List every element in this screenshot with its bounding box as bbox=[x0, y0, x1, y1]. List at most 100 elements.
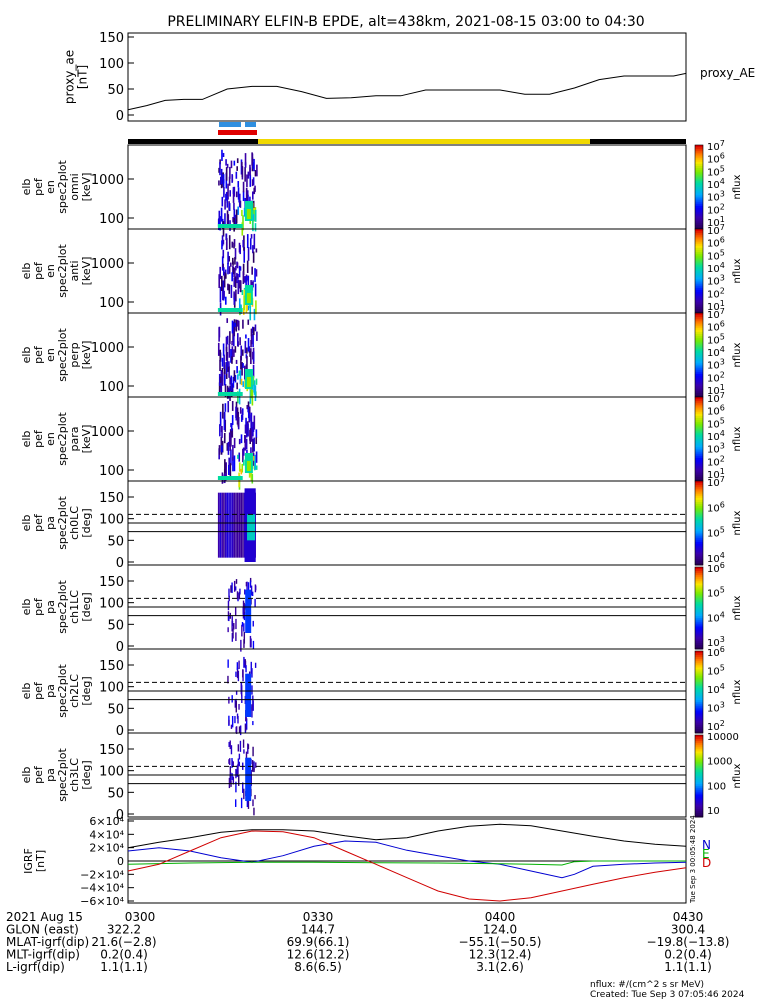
spec-pixel bbox=[224, 384, 227, 397]
pa-pixel bbox=[240, 639, 242, 652]
spec-tick-label: 1000 bbox=[91, 341, 124, 356]
pa-ylabel-line-3: spec2plot bbox=[56, 580, 69, 634]
colorbar-anti-seg bbox=[695, 258, 703, 261]
colorbar-perp-seg bbox=[695, 321, 703, 324]
pa-pixel bbox=[243, 749, 245, 754]
footer-cell: 124.0 bbox=[483, 923, 517, 937]
colorbar-omni-seg bbox=[695, 197, 703, 201]
pa-ylabel-line-0: elb bbox=[20, 515, 33, 532]
colorbar-ch1LC-seg bbox=[695, 597, 703, 601]
colorbar-para-seg bbox=[695, 407, 703, 411]
spec-pixel bbox=[240, 378, 243, 386]
spec-core-peak bbox=[246, 461, 251, 471]
spec-pixel bbox=[222, 403, 224, 419]
colorbar-anti-seg bbox=[695, 289, 703, 293]
igrf-tick-label: 4×10⁴ bbox=[89, 828, 124, 841]
colorbar-perp-seg bbox=[695, 371, 703, 375]
colorbar-ch3LC-title: nflux bbox=[732, 763, 743, 788]
pa-ylabel-line-2: pa bbox=[44, 684, 57, 698]
colorbar-ch2LC-seg bbox=[695, 692, 703, 695]
spec-pixel bbox=[240, 355, 242, 370]
colorbar-anti-seg bbox=[695, 279, 703, 282]
spec-pixel bbox=[252, 251, 255, 263]
colorbar-ch0LC-seg bbox=[695, 539, 703, 543]
spec-pixel bbox=[219, 411, 222, 426]
spec-pixel bbox=[228, 457, 230, 466]
spec-pixel bbox=[233, 291, 235, 300]
colorbar-perp-seg bbox=[695, 386, 703, 390]
pa-pixel bbox=[254, 598, 256, 608]
pa-pixel bbox=[239, 740, 242, 752]
igrf-line-D bbox=[127, 830, 687, 902]
colorbar-anti-seg bbox=[695, 239, 703, 243]
spec-pixel bbox=[226, 351, 229, 368]
pa-pixel bbox=[251, 704, 253, 711]
footer-cell: 0.2(0.4) bbox=[100, 948, 148, 962]
colorbar-ch3LC-seg bbox=[695, 788, 703, 791]
colorbar-anti-seg bbox=[695, 243, 703, 247]
pa-ylabel-line-3: spec2plot bbox=[56, 748, 69, 802]
colorbar-ch0LC-title: nflux bbox=[732, 510, 743, 535]
colorbar-ch3LC-frame bbox=[694, 734, 704, 818]
spec-pixel bbox=[247, 305, 250, 311]
pa-ylabel-line-2: pa bbox=[44, 600, 57, 614]
proxy-ae-ticks: 150 100 50 0 bbox=[99, 31, 134, 124]
pa-pixel bbox=[252, 695, 254, 707]
spec-pixel bbox=[248, 409, 251, 422]
pa-pixel bbox=[231, 582, 233, 593]
colorbar-anti-seg bbox=[695, 275, 703, 278]
spec-tick-label: 100 bbox=[99, 296, 124, 311]
spec-pixel bbox=[244, 340, 247, 354]
spec-pixel bbox=[229, 429, 232, 439]
spec-pixel bbox=[223, 432, 226, 444]
pa-tick-label: 100 bbox=[99, 597, 124, 612]
colorbar-ch1LC-title: nflux bbox=[732, 595, 743, 620]
colorbar-ch0LC-seg bbox=[695, 506, 703, 509]
colorbar-perp-seg bbox=[695, 388, 703, 392]
pa-pixel bbox=[237, 670, 240, 682]
proxy-tick-label: 50 bbox=[107, 83, 124, 98]
pa-core bbox=[245, 673, 252, 717]
pa-pixel bbox=[232, 776, 235, 785]
spec-ylabel-line-0: elb bbox=[20, 431, 33, 448]
spec-pixel bbox=[222, 343, 225, 356]
colorbar-anti-seg bbox=[695, 241, 703, 245]
footer-cell: GLON (east) bbox=[6, 923, 79, 937]
colorbar-para-seg bbox=[695, 466, 703, 469]
colorbar-perp-seg bbox=[695, 376, 703, 379]
spec-pixel bbox=[223, 186, 225, 198]
spec-pixel bbox=[256, 331, 258, 341]
pa-pixel bbox=[249, 635, 252, 648]
colorbar-omni-seg bbox=[695, 189, 703, 192]
pa-pixel bbox=[240, 797, 243, 809]
spec-pixel bbox=[255, 378, 258, 385]
colorbar-ch3LC-seg bbox=[695, 755, 703, 759]
spec-pixel bbox=[236, 382, 238, 390]
colorbar-ch3LC-seg bbox=[695, 737, 703, 740]
spec-pixel bbox=[225, 233, 228, 238]
colorbar-para-seg bbox=[695, 399, 703, 402]
pa-pixel bbox=[236, 667, 239, 679]
colorbar-perp-seg bbox=[695, 313, 703, 316]
spec-pixel bbox=[226, 335, 229, 345]
spec-pixel bbox=[239, 370, 242, 385]
colorbar-para-seg bbox=[695, 451, 703, 455]
colorbar-ch1LC-seg bbox=[695, 616, 703, 619]
spec-ylabel-line-4: anti bbox=[68, 260, 81, 281]
colorbar-ch0LC-seg bbox=[695, 483, 703, 486]
colorbar-para-seg bbox=[695, 424, 703, 427]
spec-pixel bbox=[253, 455, 255, 461]
colorbar-ch3LC-seg bbox=[695, 778, 703, 781]
spec-pixel bbox=[251, 266, 253, 275]
pa-pixel bbox=[255, 762, 257, 768]
colorbar-omni-seg bbox=[695, 218, 703, 222]
spec-pixel bbox=[249, 238, 252, 250]
colorbar-perp-title: nflux bbox=[732, 342, 743, 367]
spec-pixel bbox=[246, 355, 248, 372]
colorbar-ch0LC-seg bbox=[695, 491, 703, 495]
colorbar-omni-title: nflux bbox=[732, 174, 743, 199]
footer-cell: −55.1(−50.5) bbox=[459, 935, 542, 949]
colorbar-ch1LC-seg bbox=[695, 614, 703, 617]
spec-pixel bbox=[234, 322, 236, 327]
spec-pixel bbox=[242, 181, 245, 193]
